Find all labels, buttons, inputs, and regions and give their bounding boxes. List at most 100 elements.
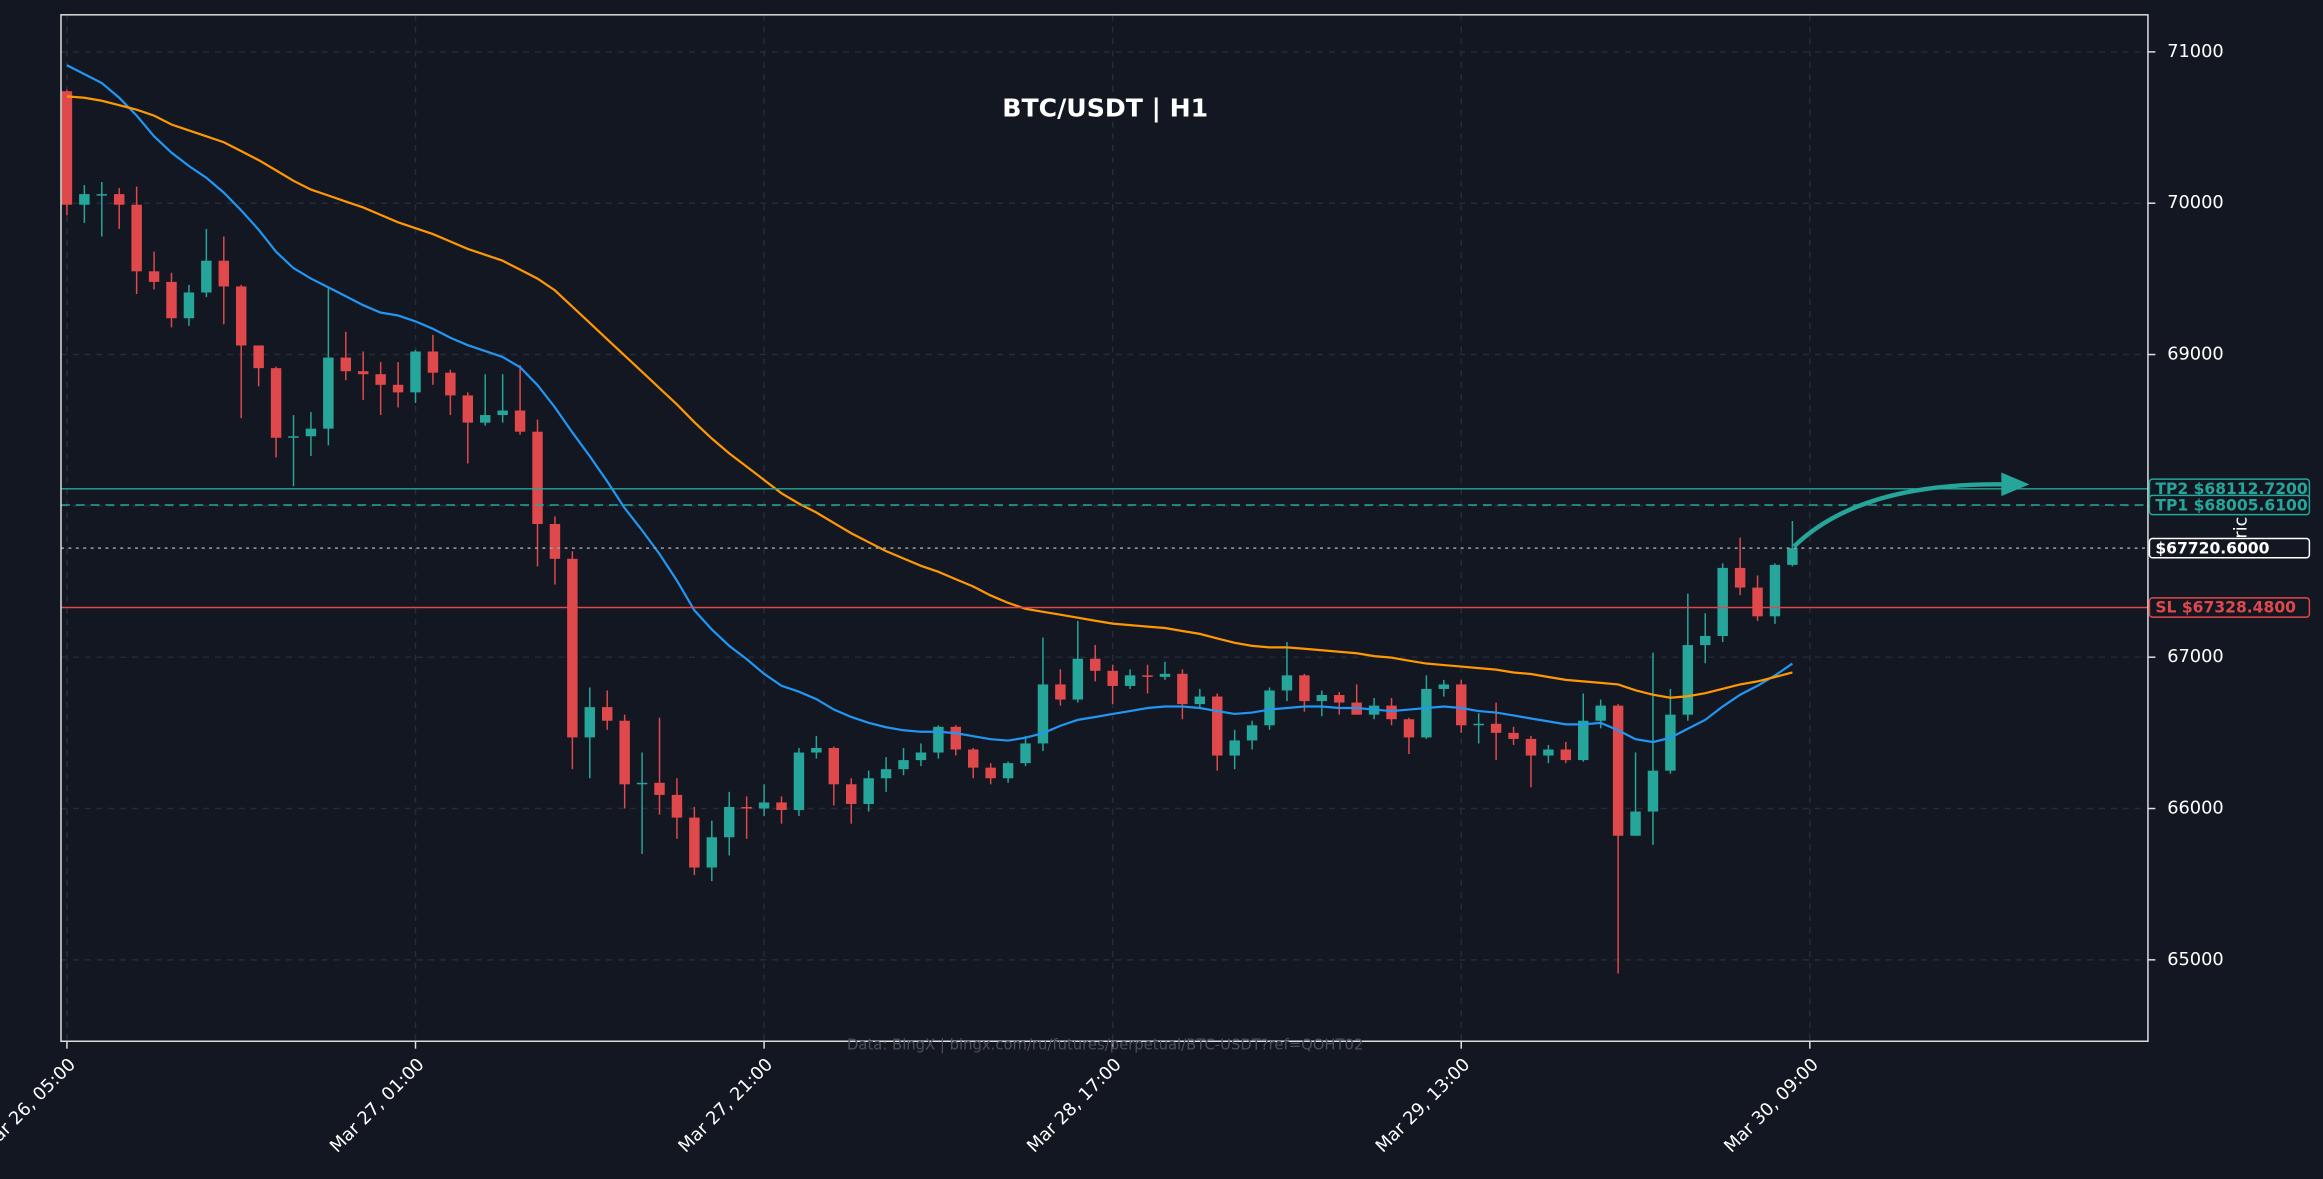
candle-body [1072, 658, 1084, 700]
arrow-curve [1792, 482, 2003, 549]
candle-body [601, 707, 613, 721]
candle-body [1002, 763, 1014, 779]
projection-arrow [1792, 472, 2030, 549]
marks-layer [61, 64, 2148, 974]
candle-body [689, 817, 700, 868]
candle-body [1090, 658, 1101, 671]
candle-body [1124, 675, 1136, 686]
level-label-box [2148, 494, 2311, 516]
candle-body [1595, 705, 1606, 721]
candle-body [863, 778, 874, 804]
level-label: SL $67328.4800 [2155, 599, 2296, 617]
candle-body [1159, 673, 1171, 677]
candle-body [724, 807, 735, 838]
candle-body [584, 707, 596, 738]
level-label-box [2148, 537, 2311, 559]
candle-body [148, 271, 160, 282]
candle-body [671, 794, 683, 818]
candle-body [1142, 675, 1153, 677]
candle-body [1508, 732, 1519, 739]
candle-body [567, 558, 578, 738]
candle-body [183, 292, 195, 319]
candle-body [288, 436, 299, 438]
candle-body [462, 395, 474, 423]
candle-body [323, 357, 334, 429]
candle-body [1787, 548, 1798, 565]
candle-body [706, 837, 718, 868]
candle-body [793, 752, 805, 811]
moving-average-line [66, 95, 1793, 699]
candle-body [1264, 690, 1275, 726]
candle-body [1456, 684, 1467, 726]
level-label: $67720.6000 [2155, 539, 2269, 557]
candle-body [375, 374, 386, 385]
candle-body [1630, 811, 1641, 836]
candle-body [1246, 725, 1258, 741]
candle-body [392, 384, 404, 393]
candle-body [1194, 696, 1206, 705]
candle-body [1438, 684, 1450, 689]
candle-body [253, 345, 264, 369]
chart-title: BTC/USDT | H1 [1002, 94, 1208, 123]
candle-body [933, 726, 944, 753]
candle-body [113, 194, 125, 205]
level-label: TP2 $68112.7200 [2155, 480, 2307, 498]
candle-body [1560, 749, 1572, 761]
candle-body [1734, 567, 1746, 588]
candle-body [619, 720, 630, 785]
candle-body [915, 752, 927, 761]
candle-body [1578, 720, 1589, 761]
candle-body [201, 260, 212, 293]
candle-body [654, 782, 665, 795]
candle-body [1473, 723, 1484, 726]
candle-body [1752, 587, 1763, 617]
candle-body [1107, 670, 1118, 686]
candle-body [758, 802, 770, 809]
candle-body [1229, 740, 1240, 756]
y-tick-label: 69000 [2167, 345, 2224, 365]
candle-body [846, 784, 857, 804]
level-label: TP1 $68005.6100 [2155, 496, 2307, 514]
plot-frame [60, 14, 2149, 1042]
candle-body [1055, 684, 1066, 700]
candle-body [1700, 636, 1711, 646]
candle-body [1037, 684, 1049, 744]
candle-body [1665, 714, 1676, 771]
candle-body [898, 760, 909, 770]
candle-body [950, 726, 962, 750]
level-label-box [2148, 597, 2311, 618]
candle-body [1647, 770, 1659, 812]
arrow-head [2001, 472, 2030, 497]
candle-body [968, 749, 979, 768]
candle-body [357, 371, 369, 375]
candle-body [880, 769, 892, 779]
candle-body [636, 782, 648, 785]
candle-body [1403, 719, 1415, 738]
candle-body [514, 410, 526, 432]
candle-body [532, 431, 543, 525]
candle-body [218, 260, 230, 287]
y-tick-label: 70000 [2167, 193, 2224, 213]
candle-body [305, 428, 317, 437]
candle-body [549, 524, 561, 559]
candle-body [1212, 696, 1223, 756]
candle-body [985, 767, 996, 779]
candle-body [1543, 749, 1554, 756]
candle-body [1682, 645, 1694, 715]
candle-body [1334, 695, 1345, 703]
candle-body [479, 415, 491, 423]
candle-body [445, 372, 456, 396]
candle-body [1177, 673, 1188, 705]
candle-body [1769, 564, 1781, 617]
y-tick-label: 67000 [2167, 647, 2224, 667]
candle-body [61, 91, 73, 205]
candle-body [1386, 705, 1397, 720]
candle-body [427, 351, 439, 373]
candle-body [1525, 738, 1537, 756]
candle-body [776, 802, 787, 811]
candle-body [270, 368, 282, 438]
candle-body [131, 204, 142, 272]
candle-body [410, 351, 421, 393]
